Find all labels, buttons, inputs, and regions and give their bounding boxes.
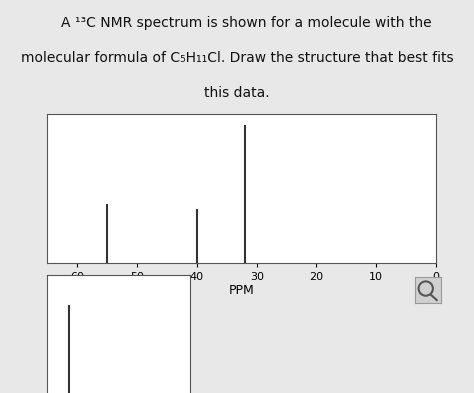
X-axis label: PPM: PPM: [229, 284, 255, 297]
Text: A ¹³C NMR spectrum is shown for a molecule with the: A ¹³C NMR spectrum is shown for a molecu…: [61, 16, 432, 30]
Text: this data.: this data.: [204, 86, 270, 101]
Text: molecular formula of C₅H₁₁Cl. Draw the structure that best fits: molecular formula of C₅H₁₁Cl. Draw the s…: [21, 51, 453, 65]
